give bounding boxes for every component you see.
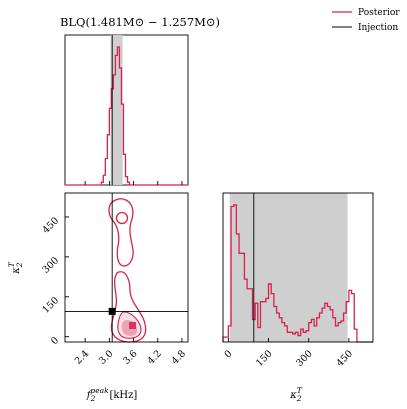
xlabel-f2peak-unit: [kHz]: [109, 390, 137, 401]
ylabel-kappa2T-main: κ: [11, 267, 22, 275]
joint-density-peak: [129, 322, 136, 329]
xlabel-f2peak-main: f: [86, 390, 93, 401]
xlabel-f2peak: fpeak 2 [kHz]: [86, 386, 138, 403]
y-tick-label: 150: [41, 295, 62, 316]
ticks-kappa2T-bottom: 0 150 300 450: [222, 338, 355, 369]
x-tick-label: 450: [334, 348, 355, 369]
joint-contours: [108, 198, 147, 343]
legend-posterior-label: Posterior: [358, 8, 400, 18]
xlabel-kappa2T: κT 2: [289, 386, 303, 403]
panel-joint-frame: [64, 192, 189, 343]
panel-joint: [64, 192, 189, 343]
x-tick-label: 4.2: [145, 348, 163, 366]
ticks-f2peak-top: [84, 181, 183, 185]
x-tick-label: 3.0: [97, 348, 115, 366]
injection-point-marker: [108, 307, 116, 315]
ylabel-kappa2T-sup: T: [7, 261, 16, 267]
y-tick-label: 0: [49, 335, 61, 347]
xlabel-kappa2T-main: κ: [289, 390, 297, 401]
x-tick-label: 0: [222, 348, 234, 360]
joint-contour-inner-top: [115, 211, 129, 225]
ylabel-kappa2T-sub: 2: [15, 262, 24, 268]
x-tick-label: 300: [294, 348, 315, 369]
x-tick-label: 150: [254, 348, 275, 369]
ylabel-kappa2T: κT2: [7, 261, 24, 275]
panel-kappa2T-hist-frame: [222, 192, 374, 343]
joint-contour-outer-top: [108, 198, 134, 267]
credible-band-kappa2T: [229, 193, 348, 342]
joint-contour-outer-bottom: [110, 271, 147, 343]
posterior-hist-f2peak: [65, 46, 188, 186]
y-tick-label: 450: [41, 215, 62, 236]
y-tick-label: 300: [41, 255, 62, 276]
panel-f2peak-hist-frame: [64, 34, 189, 186]
xlabel-f2peak-sub: 2: [90, 394, 96, 403]
panel-kappa2T-hist: [222, 192, 374, 343]
panel-f2peak-hist: [64, 34, 189, 186]
x-tick-label: 4.8: [170, 348, 188, 366]
xlabel-kappa2T-sub: 2: [296, 394, 302, 403]
x-tick-label: 3.6: [121, 348, 139, 366]
figure-title: BLQ(1.481M⊙ − 1.257M⊙): [60, 15, 220, 29]
credible-band-f2peak: [110, 35, 123, 185]
xlabel-kappa2T-sup: T: [297, 386, 303, 395]
posterior-hist-kappa2T: [222, 204, 373, 343]
xlabel-f2peak-sup: peak: [90, 386, 109, 395]
legend-injection-label: Injection: [358, 23, 398, 33]
x-tick-label: 2.4: [73, 348, 91, 366]
legend: Posterior Injection: [332, 8, 400, 33]
